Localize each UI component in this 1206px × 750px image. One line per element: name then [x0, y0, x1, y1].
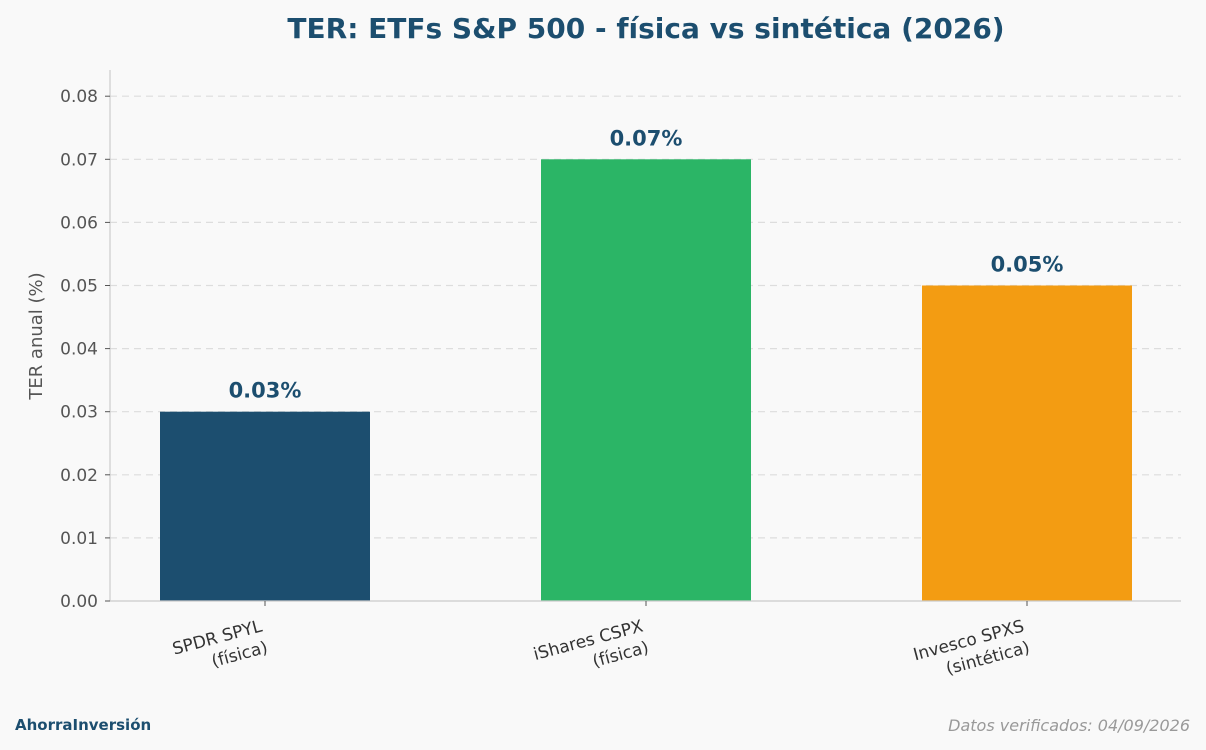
x-tick-label-group: Invesco SPXS(sintética) — [911, 617, 1032, 680]
bar — [922, 285, 1132, 601]
x-tick-label-group: iShares CSPX(física) — [531, 616, 651, 671]
y-tick-label: 0.03 — [60, 403, 98, 423]
y-tick-label: 0.05 — [60, 277, 98, 297]
bars — [160, 159, 1132, 602]
x-tick-label-group: SPDR SPYL(física) — [170, 616, 270, 672]
y-tick-label: 0.04 — [60, 340, 98, 360]
y-tick-label: 0.02 — [60, 466, 98, 486]
data-label: 0.05% — [991, 253, 1064, 277]
data-label: 0.07% — [610, 126, 683, 150]
brand-logo-text: AhorraInversión — [15, 716, 152, 734]
y-tick-label: 0.01 — [60, 529, 98, 549]
data-labels: 0.03% 0.07% 0.05% — [229, 126, 1064, 402]
data-label: 0.03% — [229, 379, 302, 403]
y-tick-label: 0.00 — [60, 592, 98, 612]
bar — [160, 411, 370, 601]
y-tick-label: 0.06 — [60, 213, 98, 233]
chart-title: TER: ETFs S&P 500 - física vs sintética … — [287, 12, 1004, 45]
verification-note: Datos verificados: 04/09/2026 — [948, 716, 1190, 735]
y-tick-labels: 0.00 0.01 0.02 0.03 0.04 0.05 0.06 0.07 0.08 — [60, 87, 110, 612]
y-tick-label: 0.08 — [60, 87, 98, 107]
y-tick-label: 0.07 — [60, 150, 98, 170]
bar — [541, 159, 751, 602]
y-axis-title: TER anual (%) — [26, 272, 47, 400]
x-tick-labels: SPDR SPYL(física) iShares CSPX(física) Inv… — [170, 601, 1032, 680]
